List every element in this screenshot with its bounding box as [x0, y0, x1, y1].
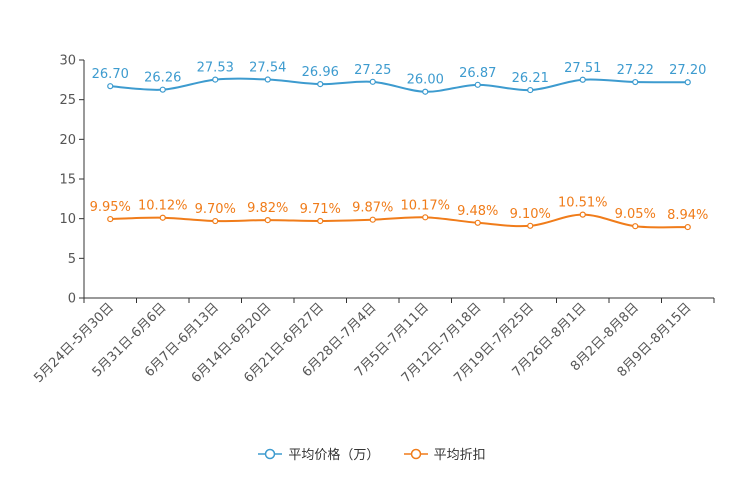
- data-point[interactable]: [632, 223, 639, 230]
- data-point[interactable]: [264, 216, 271, 224]
- data-label: 9.71%: [300, 202, 341, 217]
- y-tick-label: 30: [59, 54, 76, 69]
- chart-legend: 平均价格（万） 平均折扣: [0, 444, 744, 464]
- data-label: 10.51%: [558, 196, 608, 211]
- data-label: 9.95%: [90, 200, 131, 215]
- y-tick-label: 10: [59, 212, 76, 227]
- data-point[interactable]: [422, 214, 429, 221]
- data-label: 27.54: [249, 61, 286, 76]
- y-tick-label: 5: [68, 252, 76, 267]
- data-label: 26.26: [144, 71, 181, 86]
- y-tick-label: 20: [59, 133, 76, 148]
- data-label: 27.25: [354, 63, 391, 78]
- data-point[interactable]: [579, 211, 586, 218]
- data-point[interactable]: [474, 81, 481, 88]
- data-point[interactable]: [212, 217, 219, 225]
- data-label: 9.70%: [195, 202, 236, 217]
- y-tick-label: 0: [68, 292, 76, 307]
- data-point[interactable]: [527, 86, 534, 94]
- y-tick-label: 15: [59, 173, 76, 188]
- data-point[interactable]: [474, 219, 481, 226]
- data-label: 26.21: [512, 71, 549, 86]
- series-line-1: [110, 213, 688, 229]
- legend-discount-label: 平均折扣: [433, 448, 486, 463]
- data-point[interactable]: [369, 216, 376, 223]
- legend-discount-swatch-icon: [403, 448, 428, 459]
- chart-series: 26.70 26.26 27.53 27.54 26.96 27.25 26.00 26.87…: [90, 61, 708, 231]
- data-label: 10.12%: [138, 199, 188, 214]
- data-label: 27.22: [617, 63, 654, 78]
- data-point[interactable]: [212, 76, 219, 83]
- data-label: 27.51: [564, 61, 601, 76]
- data-label: 8.94%: [667, 208, 708, 223]
- data-point[interactable]: [527, 222, 534, 229]
- data-label: 26.70: [92, 67, 129, 82]
- data-label: 9.87%: [352, 201, 393, 216]
- data-point[interactable]: [107, 83, 114, 90]
- data-label: 26.87: [459, 66, 496, 81]
- data-label: 9.10%: [510, 207, 551, 222]
- data-label: 26.00: [407, 73, 444, 88]
- data-point[interactable]: [684, 79, 691, 86]
- data-point[interactable]: [369, 78, 376, 85]
- data-point[interactable]: [264, 76, 271, 83]
- data-point[interactable]: [317, 81, 324, 88]
- data-label: 27.53: [197, 61, 234, 76]
- data-point[interactable]: [422, 88, 429, 95]
- data-point[interactable]: [159, 214, 166, 221]
- data-label: 26.96: [302, 65, 339, 80]
- data-label: 9.82%: [247, 201, 288, 216]
- series-line-0: [110, 77, 688, 93]
- legend-item-price[interactable]: 平均价格（万）: [258, 444, 379, 463]
- legend-item-discount[interactable]: 平均折扣: [403, 444, 486, 463]
- legend-price-label: 平均价格（万）: [288, 448, 380, 463]
- data-label: 9.05%: [615, 207, 656, 222]
- data-label: 10.17%: [400, 198, 450, 213]
- line-chart: 0510152025305月24日-5月30日5月31日-6月6日6月7日-6月…: [31, 54, 715, 386]
- data-point[interactable]: [107, 215, 114, 223]
- data-label: 9.48%: [457, 204, 498, 219]
- y-tick-label: 25: [59, 93, 76, 108]
- data-label: 27.20: [669, 63, 706, 78]
- data-point[interactable]: [579, 76, 586, 83]
- legend-price-swatch-icon: [258, 448, 283, 459]
- data-point[interactable]: [159, 86, 166, 93]
- data-point[interactable]: [317, 217, 324, 225]
- data-point[interactable]: [632, 78, 639, 86]
- data-point[interactable]: [684, 223, 691, 231]
